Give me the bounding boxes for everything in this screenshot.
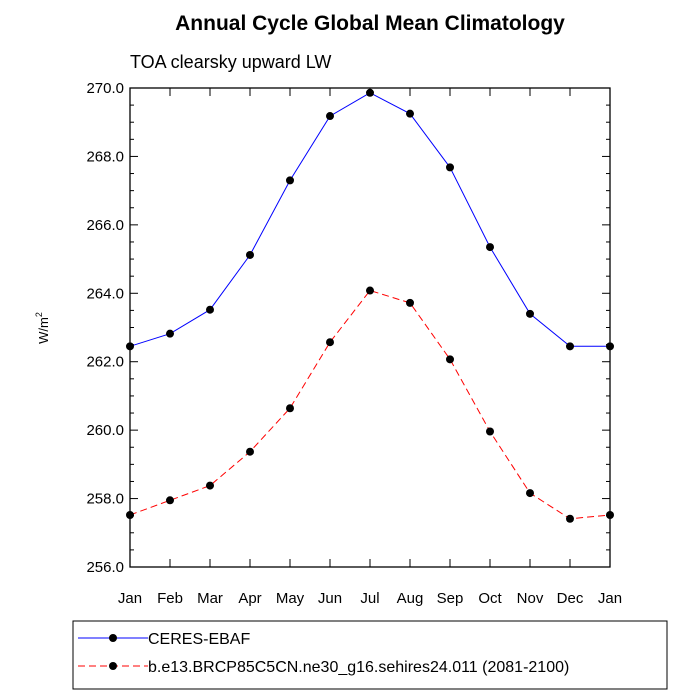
- legend-label-model: b.e13.BRCP85C5CN.ne30_g16.sehires24.011 …: [148, 659, 569, 676]
- series-0-point: [246, 250, 254, 259]
- x-tick-label: Jul: [360, 590, 379, 607]
- series-1-point: [286, 404, 294, 413]
- y-tick-label: 268.0: [86, 148, 124, 165]
- chart-subtitle: TOA clearsky upward LW: [130, 52, 331, 72]
- series-1-point: [486, 427, 494, 436]
- series-0-point: [366, 88, 374, 97]
- series-0-point: [486, 243, 494, 252]
- series-0-point: [126, 342, 134, 351]
- x-tick-label: Aug: [397, 590, 424, 607]
- series-0-point: [606, 342, 614, 351]
- x-tick-label: Nov: [517, 590, 544, 607]
- y-axis-label: W/m2: [34, 312, 51, 344]
- series-layer: [126, 88, 614, 523]
- x-tick-label: Jan: [118, 590, 142, 607]
- y-tick-label: 266.0: [86, 217, 124, 234]
- x-tick-label: Feb: [157, 590, 183, 607]
- legend-box: [72, 620, 668, 690]
- y-tick-label: 260.0: [86, 422, 124, 439]
- y-tick-label: 256.0: [86, 559, 124, 576]
- series-1-point: [606, 510, 614, 519]
- x-tick-label: Mar: [197, 590, 223, 607]
- series-1-point: [406, 298, 414, 307]
- series-1-point: [326, 338, 334, 347]
- y-axis-label-text: W/m: [36, 317, 51, 344]
- series-1-point: [126, 510, 134, 519]
- x-tick-label: Jun: [318, 590, 342, 607]
- series-0-point: [406, 109, 414, 118]
- legend-entry-ceres: CERES-EBAF: [78, 631, 250, 648]
- axis-ticks: 256.0 258.0 260.0 262.0 264.0 266.0 268.0 270.0…: [86, 80, 622, 607]
- y-tick-label: 270.0: [86, 80, 124, 97]
- x-tick-label: May: [276, 590, 305, 607]
- series-0-point: [566, 342, 574, 351]
- legend-entry-model: b.e13.BRCP85C5CN.ne30_g16.sehires24.011 …: [78, 659, 569, 676]
- legend-label-ceres: CERES-EBAF: [148, 631, 250, 648]
- series-1-point: [246, 447, 254, 456]
- series-1-point: [166, 496, 174, 505]
- series-0-point: [326, 112, 334, 121]
- series-0-point: [206, 305, 214, 314]
- x-tick-label: Apr: [238, 590, 261, 607]
- series-1-point: [206, 481, 214, 490]
- series-0-point: [446, 163, 454, 172]
- plot-frame: [129, 87, 611, 568]
- x-tick-label: Jan: [598, 590, 622, 607]
- chart-title: Annual Cycle Global Mean Climatology: [175, 12, 565, 35]
- series-1-point: [566, 514, 574, 523]
- legend-marker-model: [109, 662, 117, 670]
- series-1-point: [446, 355, 454, 364]
- y-axis-label-superscript: 2: [34, 312, 44, 317]
- series-1-point: [526, 489, 534, 498]
- series-line-1: [129, 289, 611, 520]
- x-tick-label: Dec: [557, 590, 584, 607]
- x-tick-label: Oct: [478, 590, 502, 607]
- legend-marker-ceres: [109, 634, 117, 642]
- y-tick-label: 258.0: [86, 491, 124, 508]
- series-line-0: [129, 92, 610, 347]
- y-tick-label: 264.0: [86, 285, 124, 302]
- series-0-point: [166, 329, 174, 338]
- series-0-point: [286, 176, 294, 185]
- x-tick-label: Sep: [437, 590, 464, 607]
- series-1-point: [366, 286, 374, 295]
- series-0-point: [526, 309, 534, 318]
- y-tick-label: 262.0: [86, 354, 124, 371]
